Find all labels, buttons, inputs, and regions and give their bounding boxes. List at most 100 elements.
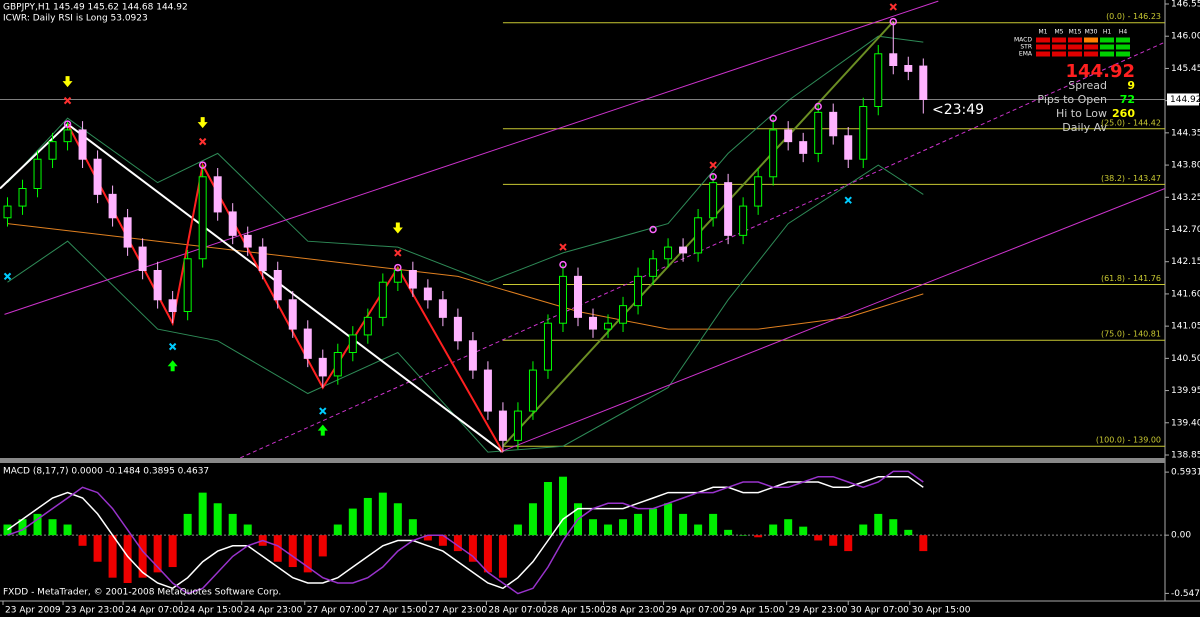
macd-line (7, 470, 924, 595)
fib-label: (75.0) - 140.81 (1101, 330, 1161, 339)
x-tick-label: 29 Apr 23:00 (789, 606, 848, 616)
y-tick-label: 140.50 (1171, 354, 1200, 364)
indicator-line (499, 188, 1165, 453)
signal-cross (709, 161, 717, 169)
candle-body (513, 410, 522, 441)
signal-row-label: EMA (1019, 51, 1033, 58)
signal-cell (1100, 44, 1114, 50)
histogram-bar (543, 482, 552, 536)
y-tick-label: 143.80 (1171, 161, 1200, 171)
candle-body (153, 270, 162, 301)
signal-cross (3, 272, 12, 281)
candle-body (754, 176, 763, 207)
candle-body (363, 316, 372, 336)
signal-cell (1036, 37, 1050, 43)
histogram-bar (498, 535, 507, 578)
candle-body (589, 316, 598, 330)
candle-body (604, 322, 613, 330)
timer: <23:49 (932, 102, 984, 118)
y-tick-label: 142.70 (1171, 225, 1200, 235)
candle-body (3, 205, 12, 219)
histogram-bar (138, 535, 147, 578)
candle-body (48, 141, 57, 160)
histogram-bar (769, 524, 778, 536)
signal-cross (63, 96, 72, 105)
y-tick-label: 0.00 (1171, 531, 1191, 541)
histogram-bar (784, 519, 793, 536)
signal-cross (559, 243, 567, 251)
candle-body (78, 129, 87, 160)
histogram-bar (814, 535, 823, 541)
fib-label: (38.2) - 143.47 (1101, 174, 1161, 183)
y-tick-label: 139.40 (1171, 418, 1200, 428)
candle-body (889, 53, 898, 66)
histogram-bar (709, 513, 718, 536)
signal-cell (1036, 44, 1050, 50)
chart-subtitle: ICWR: Daily RSI is Long 53.0923 (3, 14, 148, 24)
y-tick-label: 145.45 (1171, 64, 1200, 74)
signal-cell (1068, 44, 1082, 50)
histogram-bar (108, 535, 117, 578)
candle-body (468, 340, 477, 371)
x-tick-label: 28 Apr 15:00 (547, 606, 606, 616)
candle-body (724, 182, 733, 236)
candle-body (739, 205, 748, 236)
stat-label: Daily Av (1062, 121, 1107, 134)
candle-body (288, 299, 297, 330)
signal-circle (814, 102, 822, 111)
x-tick-label: 30 Apr 15:00 (912, 606, 971, 616)
candle-body (859, 106, 868, 160)
x-tick-label: 28 Apr 23:00 (606, 606, 665, 616)
histogram-bar (93, 535, 102, 562)
signal-cell (1052, 51, 1066, 57)
histogram-bar (874, 513, 883, 536)
candle-body (123, 217, 132, 248)
candle-body (273, 270, 282, 301)
signal-cell (1116, 44, 1130, 50)
big-price: 144.92 (1066, 61, 1135, 82)
x-tick-label: 27 Apr 23:00 (428, 606, 487, 616)
y-tick-label: 146.55 (1171, 0, 1200, 10)
histogram-bar (754, 535, 763, 538)
histogram-bar (604, 524, 613, 536)
candle-body (108, 193, 117, 219)
signal-cell (1116, 51, 1130, 57)
indicator-line (239, 41, 1165, 458)
x-tick-label: 23 Apr 2009 (5, 606, 61, 616)
candle-body (438, 299, 447, 318)
candle-body (63, 129, 72, 143)
histogram-bar (348, 508, 357, 536)
x-tick-label: 24 Apr 07:00 (125, 606, 184, 616)
signal-column: H4 (1119, 29, 1128, 36)
x-tick-label: 24 Apr 15:00 (184, 606, 243, 616)
candle-body (453, 316, 462, 342)
histogram-bar (213, 503, 222, 536)
histogram-bar (3, 524, 12, 536)
histogram-bar (724, 529, 733, 536)
y-tick-label: 141.60 (1171, 289, 1200, 299)
x-tick-label: 29 Apr 07:00 (666, 606, 725, 616)
chart-title: GBPJPY,H1 145.49 145.62 144.68 144.92 (3, 3, 188, 13)
histogram-bar (438, 535, 447, 546)
histogram-bar (363, 497, 372, 536)
candle-body (33, 158, 42, 189)
histogram-bar (18, 519, 27, 536)
signal-column: M5 (1055, 29, 1064, 36)
signal-circle (394, 263, 402, 272)
candle-body (799, 141, 808, 154)
candle-body (138, 246, 147, 271)
price-tag-label: 144.92 (1170, 95, 1200, 105)
candle-body (619, 305, 628, 324)
signal-cell (1084, 44, 1098, 50)
histogram-bar (528, 503, 537, 536)
histogram-bar (303, 535, 312, 573)
signal-arrow-down (197, 117, 208, 129)
histogram-bar (228, 513, 237, 536)
y-tick-label: 138.85 (1171, 451, 1200, 461)
candle-body (318, 357, 327, 377)
candle-body (634, 275, 643, 307)
signal-cell (1052, 37, 1066, 43)
histogram-bar (468, 535, 477, 562)
